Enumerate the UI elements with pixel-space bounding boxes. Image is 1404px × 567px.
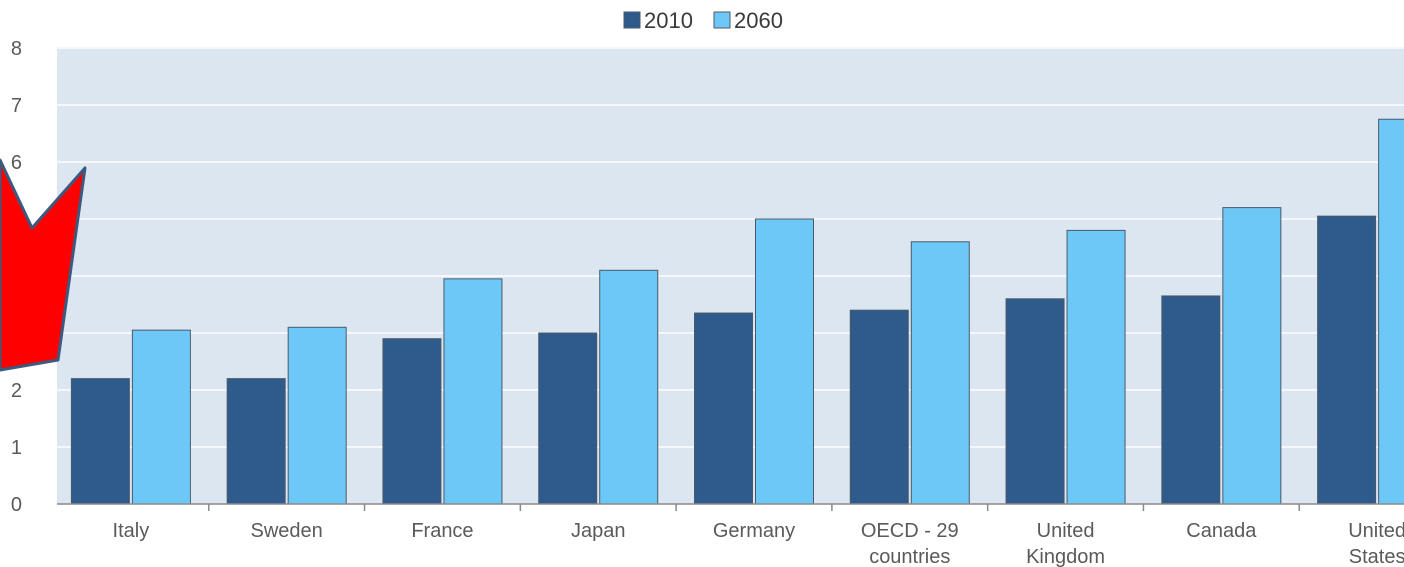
bar-2010 [226, 378, 286, 505]
legend: 2010 2060 [623, 8, 783, 33]
bar-2010 [382, 338, 442, 505]
bars [70, 118, 1404, 505]
bar-2010 [1161, 295, 1221, 505]
bar-2060 [755, 218, 814, 505]
category-label: Kingdom [1026, 546, 1105, 567]
bar-2010 [1317, 215, 1377, 505]
category-labels: Italy Sweden France Japan Germany OECD - 29 co… [113, 520, 1404, 567]
legend-swatch [623, 11, 641, 29]
bar-2060 [910, 241, 970, 505]
category-label: United [1037, 520, 1095, 542]
category-label: OECD - 29 [861, 520, 959, 542]
y-tick-label: 0 [11, 494, 22, 516]
legend-label: 2060 [734, 8, 783, 33]
bar-2060 [1066, 229, 1126, 505]
bar-2060 [131, 329, 191, 505]
legend-label: 2010 [644, 8, 693, 33]
y-tick-label: 6 [11, 152, 22, 174]
bar-2060 [287, 326, 347, 505]
category-label: France [411, 520, 473, 542]
bar-2010 [538, 332, 598, 505]
category-label: Italy [113, 520, 150, 542]
category-label: Canada [1186, 520, 1257, 542]
y-tick-label: 2 [11, 380, 22, 402]
legend-swatch [713, 11, 731, 29]
bar-2060 [599, 269, 659, 505]
bar-2060 [1222, 207, 1282, 505]
y-tick-label: 7 [11, 95, 22, 117]
bar-2060 [443, 278, 503, 505]
bar-2010 [70, 378, 130, 505]
category-label: States [1349, 546, 1404, 567]
category-label: United [1348, 520, 1404, 542]
y-tick-label: 1 [11, 437, 22, 459]
y-tick-label: 8 [11, 38, 22, 60]
x-axis-tick-marks [208, 504, 1300, 511]
bar-2010 [694, 312, 753, 505]
category-label: countries [869, 546, 950, 567]
category-label: Germany [713, 520, 795, 542]
bar-2010 [849, 309, 909, 505]
category-label: Sweden [251, 520, 323, 542]
category-label: Japan [571, 520, 626, 542]
bar-2010 [1005, 298, 1065, 505]
bar-2060 [1378, 118, 1404, 505]
red-arrow-icon [0, 158, 87, 372]
